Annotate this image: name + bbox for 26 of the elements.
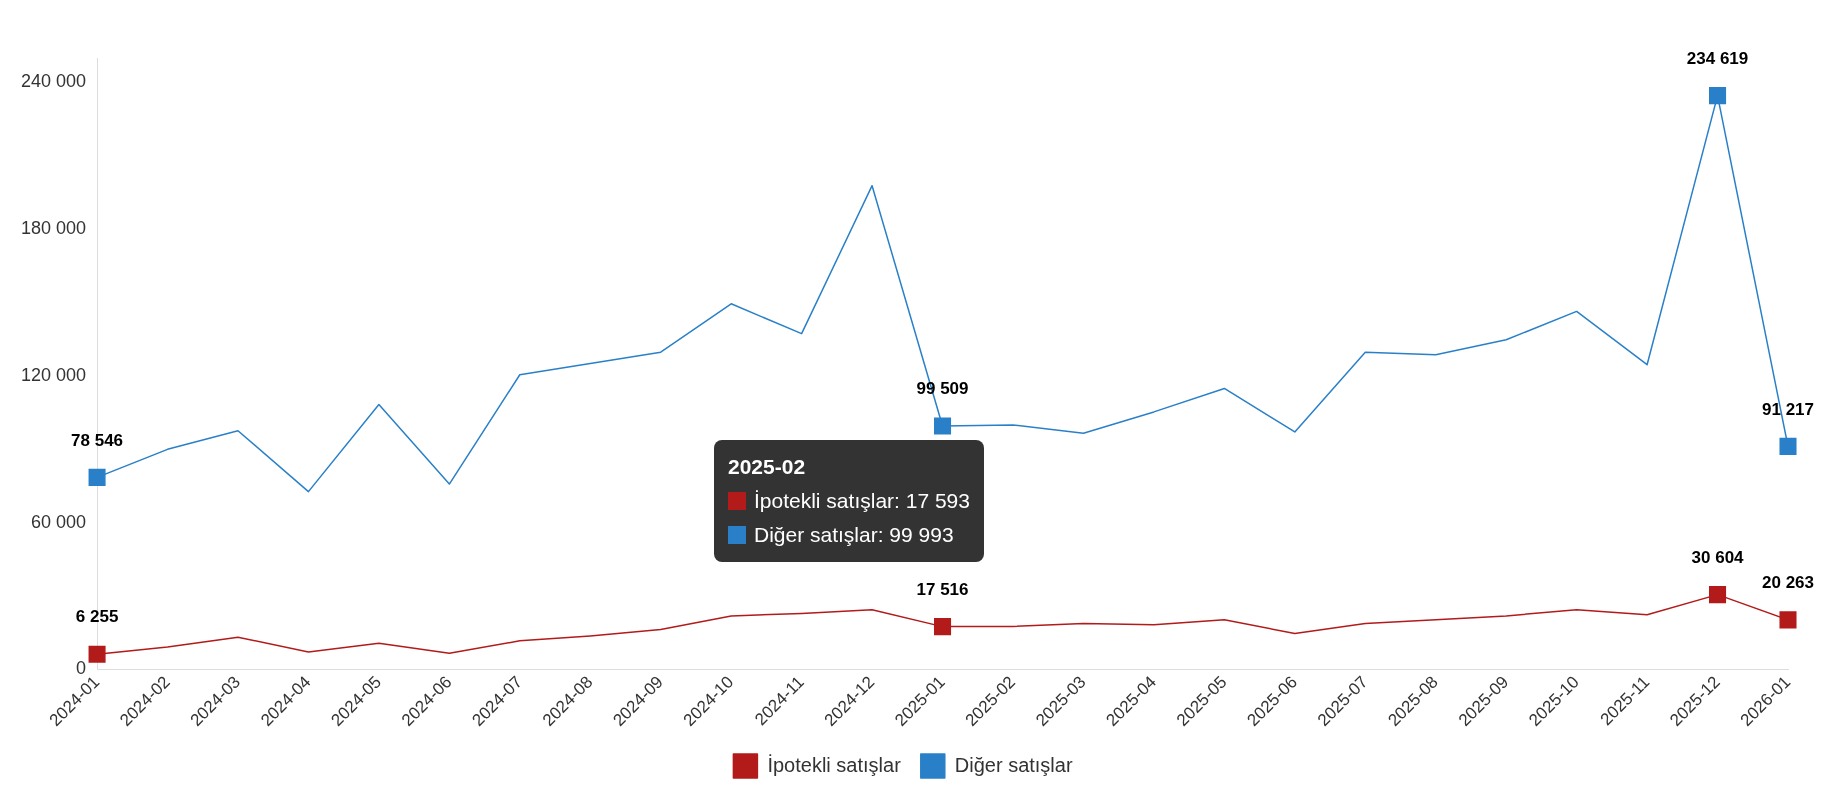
data-label: 30 604 — [1691, 547, 1745, 567]
annotation: 2025-02 — [728, 454, 806, 480]
point — [1709, 586, 1727, 604]
legend-label: İpotekli satışlar — [767, 753, 902, 776]
data-label: 17 516 — [916, 579, 969, 599]
y-tick-label: 120 000 — [20, 364, 87, 385]
data-label: 78 546 — [71, 430, 124, 450]
annotation: İpotekli satışlar: 17 593 — [754, 488, 970, 514]
point — [1709, 87, 1727, 105]
point — [88, 645, 106, 663]
data-label: 20 263 — [1762, 573, 1814, 593]
point — [1779, 611, 1797, 629]
y-tick-label: 0 — [76, 658, 87, 679]
tooltip: 2025-02 İpotekli satışlar: 17 593 Diğer satışlar: 99 993 — [714, 440, 984, 562]
y-tick-label: 60 000 — [31, 511, 87, 532]
legend-label: Diğer satışlar — [954, 753, 1073, 776]
y-tick-label: 180 000 — [20, 218, 87, 239]
y-tick-label: 240 000 — [20, 71, 87, 92]
point — [934, 417, 952, 435]
data-label: 6 255 — [75, 607, 119, 627]
point — [88, 468, 106, 486]
annotation: Diğer satışlar: 99 993 — [754, 522, 954, 548]
data-label: 91 217 — [1762, 399, 1814, 419]
point — [934, 618, 952, 636]
point — [1779, 437, 1797, 455]
data-label: 234 619 — [1686, 48, 1749, 68]
